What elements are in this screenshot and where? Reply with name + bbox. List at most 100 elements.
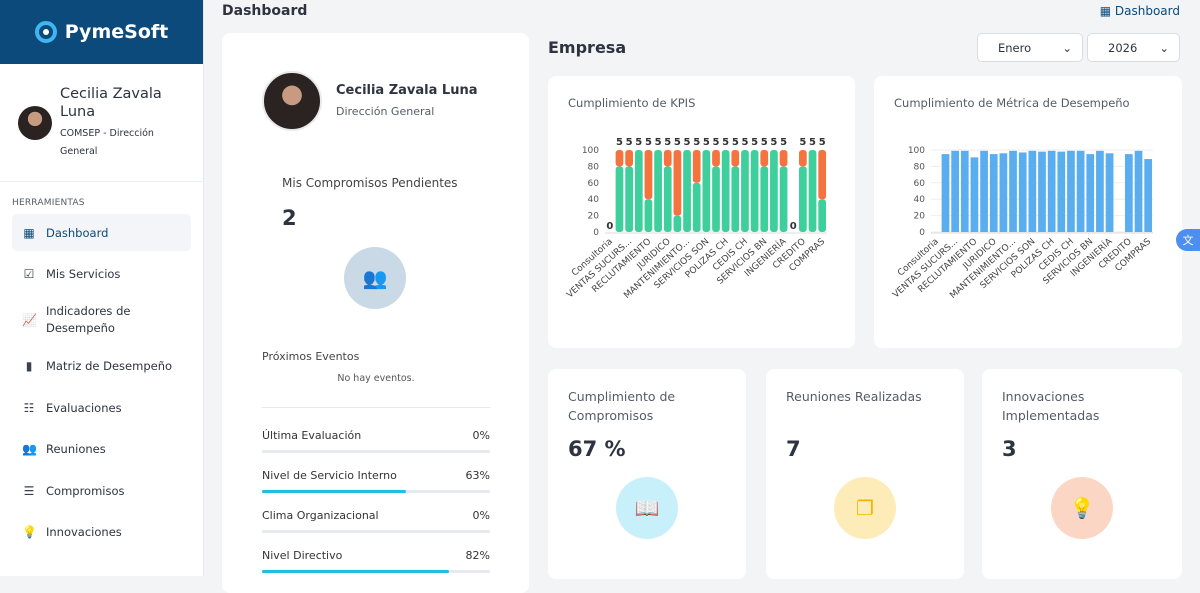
data-label: 5 <box>684 137 691 148</box>
bar[interactable] <box>673 150 682 216</box>
bar[interactable] <box>644 150 653 200</box>
dashboard-link-label: Dashboard <box>1114 4 1180 18</box>
bar[interactable] <box>1057 151 1066 232</box>
sidebar-item-matriz[interactable]: ▮ Matriz de Desempeño <box>12 348 191 385</box>
data-label: 5 <box>693 137 700 148</box>
data-label: 5 <box>722 137 729 148</box>
metric-label: Última Evaluación <box>262 429 362 442</box>
sidebar-item-mis[interactable]: ☑ Mis Servicios <box>12 256 191 293</box>
group-icon: 👥 <box>22 442 37 456</box>
bar[interactable] <box>1018 152 1027 232</box>
sidebar-item-dashboard[interactable]: ▦ Dashboard <box>12 214 191 251</box>
bar[interactable] <box>625 150 633 167</box>
bar[interactable] <box>721 150 730 232</box>
bar[interactable] <box>770 150 778 232</box>
bar[interactable] <box>1047 150 1056 232</box>
bar[interactable] <box>1086 154 1095 232</box>
brand[interactable]: PymeSoft <box>0 0 203 64</box>
bar[interactable] <box>1096 150 1104 232</box>
bar[interactable] <box>712 150 720 167</box>
year-select[interactable]: 2026 ⌄ <box>1087 33 1180 62</box>
y-tick-label: 0 <box>593 228 599 238</box>
bar[interactable] <box>1076 150 1085 232</box>
logo-icon <box>34 21 57 43</box>
bar[interactable] <box>615 166 624 232</box>
metric-label: Nivel de Servicio Interno <box>262 469 397 482</box>
bar[interactable] <box>673 215 682 232</box>
user-panel: Cecilia Zavala Luna COMSEP - Dirección G… <box>0 64 203 182</box>
bar[interactable] <box>663 166 672 232</box>
bar[interactable] <box>808 150 817 232</box>
bar[interactable] <box>970 157 979 232</box>
bar[interactable] <box>989 154 998 232</box>
sidebar-item-innovaciones[interactable]: 💡 Innovaciones <box>12 514 191 551</box>
bar[interactable] <box>702 150 711 232</box>
bar[interactable] <box>799 150 807 167</box>
bar[interactable] <box>779 150 788 167</box>
stat-value: 67 % <box>568 437 626 461</box>
sidebar-item-label: Evaluaciones <box>46 400 122 415</box>
checklist-icon: ☷ <box>23 400 35 415</box>
sidebar: PymeSoft Cecilia Zavala Luna COMSEP - Di… <box>0 0 204 576</box>
kpi-chart-card: Cumplimiento de KPIS 0 20 40 60 80 100 0 Consul… <box>548 76 855 348</box>
bar[interactable] <box>818 150 827 200</box>
bar[interactable] <box>951 150 959 232</box>
bar[interactable] <box>692 150 701 183</box>
bar[interactable] <box>654 150 662 232</box>
bar[interactable] <box>731 150 740 167</box>
bar[interactable] <box>779 166 788 232</box>
users-icon[interactable]: 👥 <box>344 247 406 309</box>
bar[interactable] <box>760 150 769 167</box>
data-label: 5 <box>741 137 748 148</box>
bar[interactable] <box>1144 159 1153 232</box>
bar[interactable] <box>683 150 691 232</box>
bar[interactable] <box>818 199 827 232</box>
bar[interactable] <box>941 154 950 232</box>
bar[interactable] <box>1067 150 1075 232</box>
bar[interactable] <box>750 150 759 232</box>
sidebar-item-reuniones[interactable]: 👥 Reuniones <box>12 431 191 468</box>
sidebar-item-label: Innovaciones <box>46 525 122 539</box>
events-label: Próximos Eventos <box>262 350 360 363</box>
bar[interactable] <box>663 150 672 167</box>
sidebar-item-compromisos[interactable]: ☰ Compromisos <box>12 472 191 509</box>
bar[interactable] <box>644 199 653 232</box>
bar[interactable] <box>760 166 769 232</box>
stat-card: Innovaciones Implementadas 3 💡 <box>982 369 1182 579</box>
progress-bar <box>262 450 490 453</box>
sidebar-item-indicadores[interactable]: 📈 Indicadores de Desempeño <box>12 297 191 343</box>
bar[interactable] <box>634 150 643 232</box>
bar[interactable] <box>1105 153 1114 232</box>
y-tick-label: 100 <box>908 146 925 156</box>
month-value: Enero <box>998 40 1032 55</box>
month-select[interactable]: Enero ⌄ <box>977 33 1083 62</box>
dashboard-link[interactable]: ▦ Dashboard <box>1100 4 1180 18</box>
data-label: 5 <box>655 137 662 148</box>
bar[interactable] <box>692 182 701 232</box>
bar[interactable] <box>615 150 624 167</box>
bar[interactable] <box>1028 150 1037 232</box>
accessibility-button[interactable]: 文 <box>1176 229 1200 251</box>
bar[interactable] <box>625 166 633 232</box>
y-tick-label: 80 <box>588 162 600 172</box>
bar[interactable] <box>799 166 807 232</box>
bar[interactable] <box>712 166 720 232</box>
bar[interactable] <box>741 150 749 232</box>
sidebar-item-evaluaciones[interactable]: ☷ Evaluaciones <box>12 389 191 426</box>
bar[interactable] <box>1038 151 1046 232</box>
data-label: 5 <box>664 137 671 148</box>
bar[interactable] <box>1009 150 1017 232</box>
bar[interactable] <box>960 150 969 232</box>
metric-row: Nivel de Servicio Interno 63% <box>262 469 490 493</box>
list-icon: ☰ <box>23 483 35 498</box>
avatar <box>18 105 52 140</box>
metric-row: Clima Organizacional 0% <box>262 509 490 533</box>
bar[interactable] <box>980 150 988 232</box>
y-tick-label: 60 <box>914 179 926 189</box>
bar[interactable] <box>999 153 1008 232</box>
bar[interactable] <box>1125 154 1133 232</box>
bar[interactable] <box>731 166 740 232</box>
bar[interactable] <box>1134 150 1143 232</box>
profile-name: Cecilia Zavala Luna <box>336 83 478 98</box>
